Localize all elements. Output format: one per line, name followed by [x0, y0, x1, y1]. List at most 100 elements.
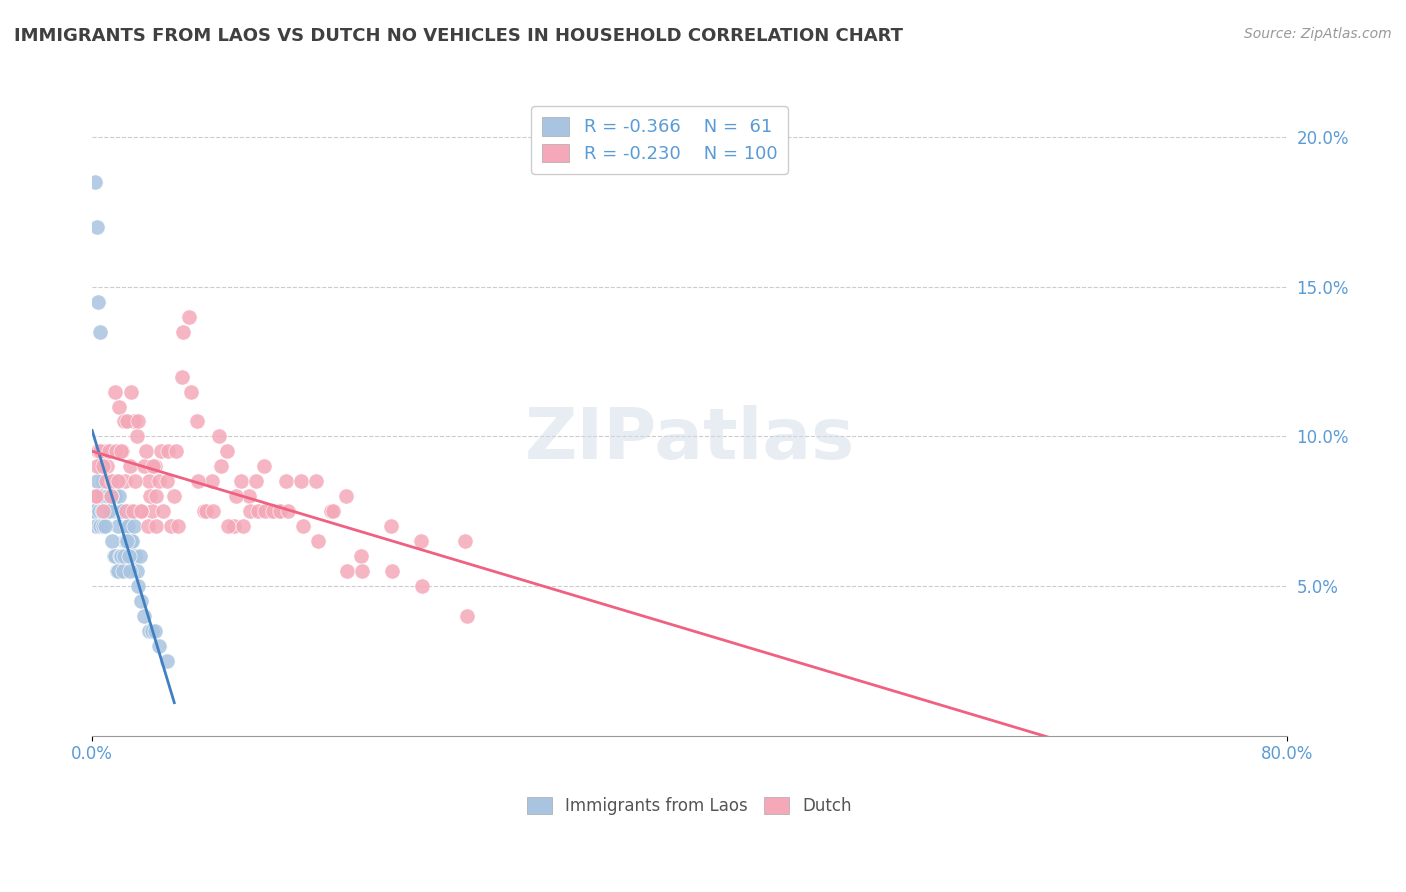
- Point: [217, 519, 239, 533]
- Point: [117, 534, 139, 549]
- Point: [89, 444, 111, 458]
- Point: [267, 504, 290, 518]
- Point: [131, 504, 153, 518]
- Point: [179, 310, 201, 324]
- Point: [91, 475, 114, 489]
- Point: [231, 475, 253, 489]
- Point: [157, 444, 180, 458]
- Point: [380, 519, 402, 533]
- Point: [201, 475, 224, 489]
- Point: [104, 549, 127, 563]
- Point: [134, 459, 156, 474]
- Point: [83, 504, 105, 518]
- Point: [335, 489, 357, 503]
- Point: [260, 504, 283, 518]
- Point: [138, 475, 160, 489]
- Point: [84, 489, 107, 503]
- Point: [145, 519, 167, 533]
- Point: [87, 504, 110, 518]
- Point: [125, 564, 148, 578]
- Point: [122, 414, 145, 428]
- Point: [456, 608, 478, 623]
- Point: [112, 549, 135, 563]
- Point: [142, 459, 165, 474]
- Point: [110, 444, 132, 458]
- Point: [86, 475, 108, 489]
- Point: [194, 504, 217, 518]
- Point: [98, 475, 121, 489]
- Point: [129, 504, 152, 518]
- Point: [90, 459, 112, 474]
- Point: [122, 504, 145, 518]
- Point: [96, 459, 118, 474]
- Point: [129, 504, 152, 518]
- Point: [454, 534, 477, 549]
- Text: IMMIGRANTS FROM LAOS VS DUTCH NO VEHICLES IN HOUSEHOLD CORRELATION CHART: IMMIGRANTS FROM LAOS VS DUTCH NO VEHICLE…: [14, 27, 903, 45]
- Point: [93, 519, 115, 533]
- Point: [94, 519, 117, 533]
- Point: [322, 504, 344, 518]
- Point: [381, 564, 404, 578]
- Point: [90, 489, 112, 503]
- Point: [115, 414, 138, 428]
- Point: [96, 504, 118, 518]
- Point: [122, 519, 145, 533]
- Point: [84, 175, 107, 189]
- Point: [127, 414, 149, 428]
- Point: [96, 444, 118, 458]
- Point: [91, 459, 114, 474]
- Point: [209, 459, 232, 474]
- Point: [101, 504, 124, 518]
- Point: [172, 325, 194, 339]
- Point: [131, 594, 153, 608]
- Point: [118, 459, 141, 474]
- Point: [253, 459, 276, 474]
- Point: [143, 459, 166, 474]
- Point: [103, 489, 125, 503]
- Point: [115, 519, 138, 533]
- Point: [149, 444, 172, 458]
- Point: [232, 519, 254, 533]
- Point: [107, 475, 129, 489]
- Point: [97, 489, 120, 503]
- Point: [245, 475, 267, 489]
- Point: [277, 504, 299, 518]
- Point: [276, 475, 298, 489]
- Point: [118, 549, 141, 563]
- Point: [141, 504, 163, 518]
- Point: [159, 519, 181, 533]
- Point: [145, 489, 167, 503]
- Point: [86, 459, 108, 474]
- Point: [319, 504, 342, 518]
- Point: [94, 475, 117, 489]
- Point: [239, 504, 262, 518]
- Point: [89, 519, 111, 533]
- Point: [93, 444, 115, 458]
- Point: [409, 534, 432, 549]
- Point: [111, 444, 134, 458]
- Point: [111, 564, 134, 578]
- Point: [143, 624, 166, 638]
- Point: [215, 444, 238, 458]
- Point: [352, 564, 374, 578]
- Point: [98, 444, 121, 458]
- Point: [100, 489, 122, 503]
- Point: [100, 489, 122, 503]
- Point: [108, 400, 131, 414]
- Text: ZIPatlas: ZIPatlas: [524, 405, 855, 474]
- Text: Source: ZipAtlas.com: Source: ZipAtlas.com: [1244, 27, 1392, 41]
- Point: [89, 325, 111, 339]
- Point: [117, 519, 139, 533]
- Point: [114, 475, 136, 489]
- Point: [103, 549, 125, 563]
- Point: [112, 414, 135, 428]
- Point: [114, 504, 136, 518]
- Point: [156, 475, 179, 489]
- Point: [84, 519, 107, 533]
- Point: [93, 504, 115, 518]
- Point: [86, 220, 108, 235]
- Point: [163, 489, 186, 503]
- Point: [186, 414, 208, 428]
- Point: [114, 534, 136, 549]
- Point: [262, 504, 284, 518]
